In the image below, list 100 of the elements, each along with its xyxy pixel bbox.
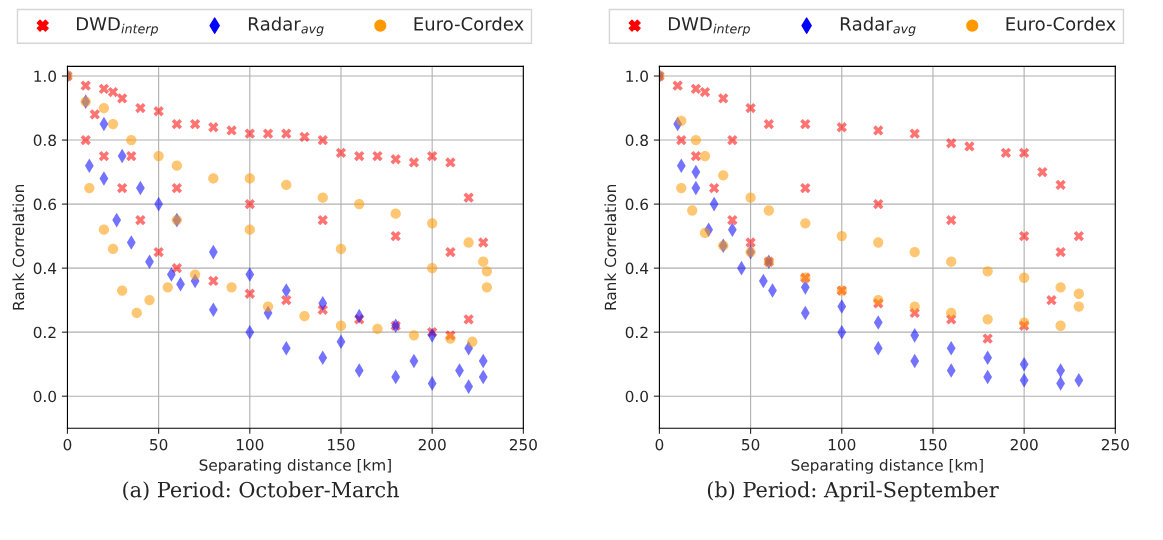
point: [676, 134, 687, 146]
point: [481, 266, 493, 277]
y-axis-title: Rank Correlation: [604, 184, 617, 310]
point: [131, 307, 142, 319]
point: [1073, 230, 1084, 242]
point: [463, 314, 474, 325]
point: [153, 246, 164, 258]
point: [390, 154, 401, 165]
point: [281, 179, 292, 191]
point: [372, 150, 383, 162]
x-tick-label: 100: [236, 438, 264, 451]
point: [982, 266, 993, 277]
point: [226, 125, 237, 136]
point: [946, 307, 957, 319]
point: [171, 182, 183, 194]
point: [672, 80, 683, 91]
y-tick-label: 1.0: [626, 70, 648, 83]
point: [745, 192, 756, 203]
point: [718, 93, 729, 104]
point: [909, 301, 920, 312]
point: [690, 134, 702, 146]
point: [162, 282, 173, 293]
y-tick-label: 0.8: [625, 134, 648, 147]
point: [390, 208, 401, 219]
legend-label: Radar$_{avg}$: [840, 16, 916, 36]
y-tick-label: 0.0: [33, 390, 57, 403]
point: [909, 246, 920, 258]
y-tick-label: 0.0: [625, 390, 648, 403]
legend-label: Radar$_{avg}$: [248, 16, 324, 36]
point: [836, 122, 847, 133]
point: [135, 214, 146, 226]
point: [299, 311, 310, 322]
point: [98, 224, 110, 235]
point: [299, 131, 310, 143]
point: [189, 269, 201, 280]
point: [281, 128, 292, 139]
point: [800, 182, 811, 194]
legend-label: Euro-Cordex: [414, 16, 524, 31]
point: [481, 282, 493, 293]
point: [699, 227, 711, 239]
point: [390, 230, 401, 242]
point: [135, 102, 146, 114]
point: [478, 256, 489, 267]
x-tick-label: 200: [1010, 438, 1038, 451]
point: [80, 80, 91, 91]
point: [107, 243, 119, 255]
x-tick-label: 150: [920, 438, 947, 451]
point: [126, 150, 137, 162]
point: [676, 182, 687, 194]
x-tick-label: 200: [418, 438, 446, 451]
point: [107, 86, 119, 98]
point: [354, 150, 365, 162]
point: [208, 122, 219, 133]
y-tick-label: 0.2: [625, 326, 648, 339]
point: [171, 118, 183, 130]
legend-label: Euro-Cordex: [1006, 16, 1116, 31]
x-tick-label: 50: [150, 438, 168, 451]
point: [117, 182, 128, 194]
point: [317, 134, 328, 146]
point: [144, 295, 155, 306]
point: [153, 150, 164, 162]
point: [427, 262, 438, 274]
point: [317, 214, 328, 226]
point: [244, 198, 255, 210]
point: [946, 256, 957, 267]
x-tick-label: 150: [328, 438, 355, 451]
point: [408, 157, 420, 168]
point: [244, 173, 255, 184]
point: [467, 336, 478, 347]
point: [909, 128, 920, 139]
point: [982, 333, 993, 344]
point: [354, 198, 365, 210]
y-axis-title: Rank Correlation: [12, 184, 25, 310]
x-tick-label: 100: [828, 438, 856, 451]
point: [463, 237, 474, 248]
point: [1018, 272, 1030, 283]
y-tick-label: 0.4: [625, 262, 649, 275]
point: [84, 182, 95, 194]
point: [676, 115, 687, 126]
point: [98, 150, 110, 162]
point: [946, 138, 957, 149]
point: [727, 214, 738, 226]
point: [478, 237, 489, 248]
point: [244, 288, 255, 299]
point: [1018, 147, 1030, 159]
legend-label: DWD$_{interp}$: [668, 17, 750, 36]
point: [873, 125, 884, 136]
point: [445, 246, 456, 258]
point: [745, 102, 756, 114]
point: [335, 147, 347, 159]
point: [727, 134, 738, 146]
point: [171, 160, 183, 171]
x-tick-label: 250: [509, 438, 537, 451]
point: [98, 102, 110, 114]
point: [1037, 166, 1048, 178]
point: [1055, 246, 1066, 258]
point: [1055, 179, 1066, 191]
point: [1046, 295, 1057, 306]
point: [153, 106, 164, 117]
point: [699, 150, 711, 162]
